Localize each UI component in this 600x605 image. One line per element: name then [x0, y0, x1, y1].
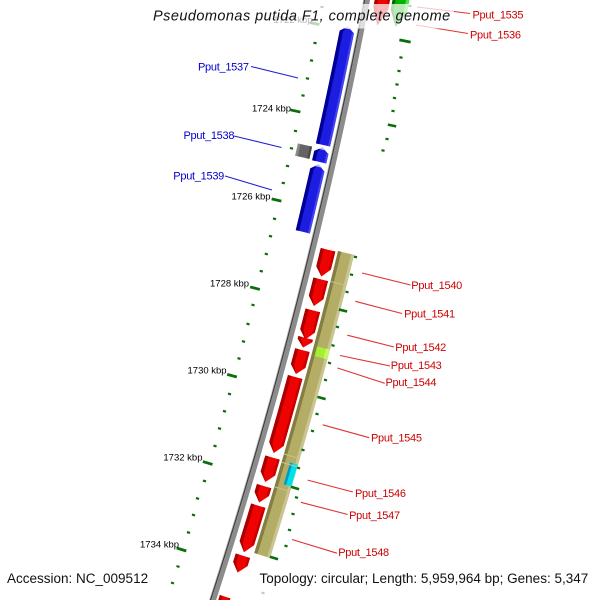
svg-text:Topology: circular; Length: 5,: Topology: circular; Length: 5,959,964 bp…: [260, 571, 589, 586]
svg-text:Pput_1537: Pput_1537: [198, 62, 249, 74]
svg-text:1724 kbp: 1724 kbp: [252, 104, 291, 115]
svg-text:Pseudomonas putida F1, complet: Pseudomonas putida F1, complete genome: [153, 9, 451, 25]
svg-text:Pput_1544: Pput_1544: [386, 377, 437, 389]
svg-text:Pput_1548: Pput_1548: [338, 547, 389, 559]
svg-text:Accession: NC_009512: Accession: NC_009512: [7, 571, 148, 586]
svg-text:Pput_1542: Pput_1542: [395, 342, 446, 354]
svg-text:1728 kbp: 1728 kbp: [210, 279, 249, 290]
svg-text:Pput_1538: Pput_1538: [184, 130, 235, 142]
svg-text:Pput_1539: Pput_1539: [173, 171, 224, 183]
svg-text:Pput_1545: Pput_1545: [371, 433, 422, 445]
svg-text:1730 kbp: 1730 kbp: [188, 366, 227, 377]
svg-text:Pput_1546: Pput_1546: [355, 488, 406, 500]
svg-text:Pput_1535: Pput_1535: [473, 10, 524, 22]
svg-text:Pput_1547: Pput_1547: [349, 510, 400, 522]
svg-text:Pput_1541: Pput_1541: [404, 309, 455, 321]
svg-text:Pput_1543: Pput_1543: [391, 360, 442, 372]
svg-text:Pput_1540: Pput_1540: [411, 280, 462, 292]
svg-text:Pput_1536: Pput_1536: [470, 30, 521, 42]
svg-text:1726 kbp: 1726 kbp: [232, 192, 271, 203]
svg-text:1732 kbp: 1732 kbp: [163, 453, 202, 464]
svg-text:1734 kbp: 1734 kbp: [140, 540, 179, 551]
